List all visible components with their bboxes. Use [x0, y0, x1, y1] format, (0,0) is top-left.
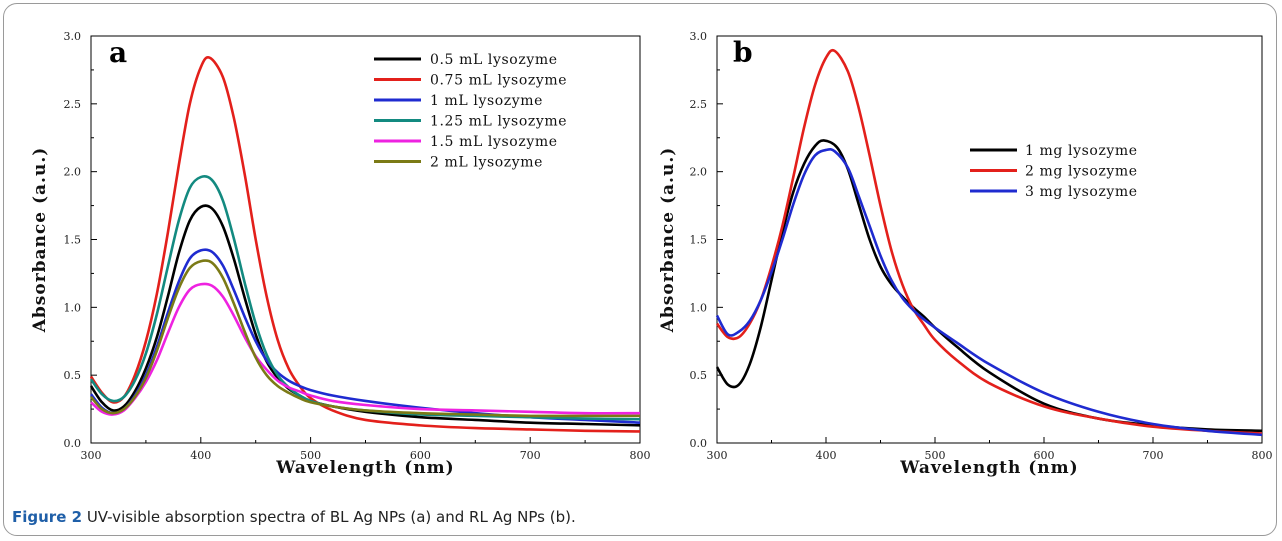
chart-b-legend-label-1: 1 mg lysozyme: [1025, 143, 1138, 159]
chart-a-legend-label-1: 0.5 mL lysozyme: [430, 52, 558, 68]
chart-b-y-tick-label: 0.0: [690, 437, 708, 450]
chart-a-y-tick-label: 3.0: [64, 30, 82, 43]
chart-a-legend-label-5: 1.5 mL lysozyme: [430, 134, 558, 150]
chart-a-y-tick-label: 1.5: [64, 234, 82, 247]
chart-b-y-tick-label: 1.5: [690, 234, 708, 247]
chart-b-series-line-1: [715, 139, 1263, 433]
chart-a-x-axis-title: Wavelength (nm): [275, 458, 454, 478]
figure-caption-label: Figure 2: [12, 508, 83, 526]
chart-b-legend-label-2: 2 mg lysozyme: [1025, 164, 1138, 180]
chart-a-x-tick-label: 500: [300, 449, 321, 462]
chart-b-y-tick-label: 0.5: [690, 369, 708, 382]
chart-b-y-tick-label: 2.5: [690, 98, 708, 111]
chart-a-x-tick-label: 800: [630, 449, 651, 462]
chart-b-series-line-2: [715, 48, 1263, 435]
chart-b-y-tick-label: 2.0: [690, 166, 708, 179]
chart-b-y-tick-label: 3.0: [690, 30, 708, 43]
chart-a-y-axis-title: Absorbance (a.u.): [30, 147, 50, 334]
chart-a-x-tick-label: 400: [190, 449, 211, 462]
chart-a-panel-letter: a: [109, 36, 127, 69]
chart-a-legend-label-6: 2 mL lysozyme: [430, 155, 543, 171]
chart-a-x-tick-label: 700: [520, 449, 541, 462]
chart-b-x-tick-label: 500: [925, 449, 946, 462]
chart-a-legend-label-4: 1.25 mL lysozyme: [430, 114, 567, 130]
chart-a-y-tick-label: 2.5: [64, 98, 82, 111]
chart-a-y-tick-label: 0.0: [64, 437, 82, 450]
chart-a-y-tick-label: 2.0: [64, 166, 82, 179]
chart-b-x-axis-title: Wavelength (nm): [899, 458, 1078, 478]
chart-b-y-axis-title: Absorbance (a.u.): [658, 147, 678, 334]
chart-b-y-tick-label: 1.0: [690, 301, 708, 314]
figure-caption: Figure 2 UV-visible absorption spectra o…: [12, 508, 576, 526]
chart-b-x-tick-label: 400: [816, 449, 837, 462]
chart-b-x-tick-label: 300: [707, 449, 728, 462]
figure-caption-text: UV-visible absorption spectra of BL Ag N…: [82, 508, 576, 526]
chart-a-y-tick-label: 0.5: [64, 369, 82, 382]
chart-a-x-tick-label: 600: [410, 449, 431, 462]
chart-a-legend-label-3: 1 mL lysozyme: [430, 93, 543, 109]
chart-a-series-line-1: [89, 204, 641, 427]
chart-b-panel-letter: b: [733, 36, 753, 69]
chart-b-x-tick-label: 600: [1034, 449, 1055, 462]
chart-b-x-tick-label: 700: [1143, 449, 1164, 462]
chart-a-x-tick-label: 300: [81, 449, 102, 462]
chart-a-series-line-6: [90, 259, 640, 418]
chart-a-y-tick-label: 1.0: [64, 301, 82, 314]
chart-b-legend-label-3: 3 mg lysozyme: [1025, 184, 1138, 200]
chart-b-x-tick-label: 800: [1252, 449, 1273, 462]
chart-a-legend-label-2: 0.75 mL lysozyme: [430, 73, 567, 89]
chart-b-series-line-3: [715, 147, 1263, 437]
chart-a-series-line-2: [89, 56, 641, 433]
